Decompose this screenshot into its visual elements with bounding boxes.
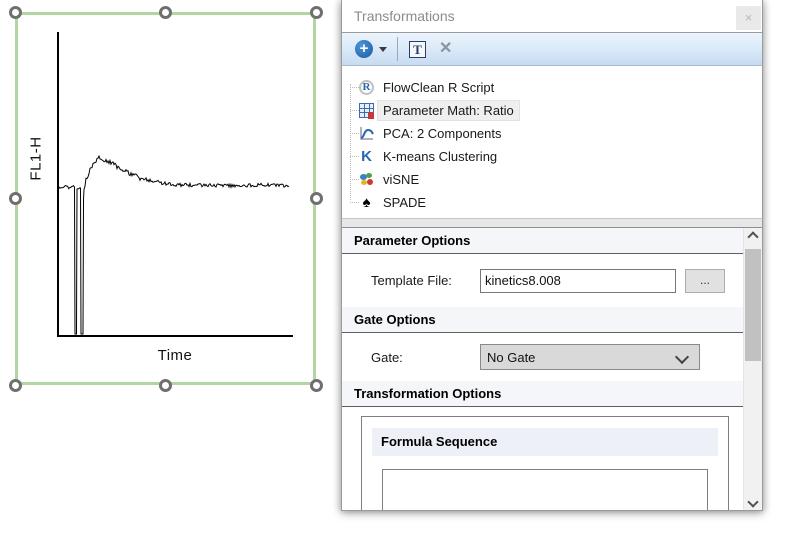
panel-titlebar[interactable]: Transformations ×: [342, 0, 762, 33]
kinetics-plot-object[interactable]: FL1-H Time: [0, 0, 340, 420]
plus-icon: +: [359, 40, 369, 57]
scroll-down-button[interactable]: [744, 493, 762, 510]
options-scrollbar[interactable]: [743, 228, 762, 510]
kinetics-plot-canvas: [57, 32, 293, 337]
list-item-label: Parameter Math: Ratio: [377, 100, 520, 121]
k-letter-icon: K: [361, 148, 372, 165]
chevron-down-icon: [674, 349, 690, 365]
close-button[interactable]: ×: [736, 6, 761, 30]
r-logo-icon: R: [359, 80, 374, 95]
add-dropdown-caret-icon[interactable]: [379, 46, 387, 52]
visne-cluster-icon: [359, 172, 374, 187]
chevron-up-icon: [747, 230, 759, 243]
list-item-spade[interactable]: ♠ SPADE: [342, 191, 762, 214]
formula-sequence-header: Formula Sequence: [372, 428, 718, 456]
y-axis-label: FL1-H: [27, 136, 45, 181]
list-item-label: SPADE: [383, 195, 427, 210]
list-item-visne[interactable]: viSNE: [342, 168, 762, 191]
text-icon: T: [413, 41, 422, 57]
panel-splitter[interactable]: [342, 218, 762, 228]
transformation-options-groupbox: Formula Sequence: [361, 416, 729, 510]
resize-handle-middle-right[interactable]: [310, 192, 323, 205]
parameter-math-grid-icon: [359, 103, 374, 119]
list-item-pca[interactable]: PCA: 2 Components: [342, 122, 762, 145]
toolbar-separator: [397, 37, 398, 61]
gate-row: Gate: No Gate: [342, 333, 743, 381]
section-header-transformation-options: Transformation Options: [342, 381, 743, 407]
browse-button[interactable]: ...: [685, 268, 725, 293]
section-header-parameter-options: Parameter Options: [342, 228, 743, 254]
options-content: Parameter Options Template File: ... Gat…: [342, 228, 743, 510]
rename-transformation-button[interactable]: T: [409, 40, 426, 58]
delete-x-icon: ✕: [439, 40, 453, 57]
spade-icon: ♠: [362, 194, 371, 211]
gate-label: Gate:: [371, 349, 403, 365]
resize-handle-top-middle[interactable]: [159, 6, 172, 19]
options-area: Parameter Options Template File: ... Gat…: [342, 228, 762, 510]
resize-handle-bottom-middle[interactable]: [159, 379, 172, 392]
template-file-label: Template File:: [371, 273, 452, 288]
template-file-input[interactable]: [480, 268, 676, 293]
list-item-kmeans[interactable]: K K-means Clustering: [342, 145, 762, 168]
list-item-label: PCA: 2 Components: [383, 126, 502, 141]
pca-curve-icon: [359, 126, 374, 141]
tree-connector-line: [350, 84, 351, 200]
list-item-label: FlowClean R Script: [383, 80, 495, 95]
transformations-panel: Transformations × + T ✕ R FlowClean R Sc…: [341, 0, 763, 511]
list-item-label: K-means Clustering: [383, 149, 498, 164]
resize-handle-top-right[interactable]: [310, 6, 323, 19]
scroll-up-button[interactable]: [744, 228, 762, 245]
template-file-row: Template File: ...: [342, 254, 743, 307]
resize-handle-bottom-left[interactable]: [9, 379, 22, 392]
ellipsis-icon: ...: [699, 272, 710, 287]
list-item-flowclean[interactable]: R FlowClean R Script: [342, 76, 762, 99]
delete-transformation-button[interactable]: ✕: [439, 41, 452, 57]
gate-dropdown-value: No Gate: [487, 349, 536, 365]
section-header-gate-options: Gate Options: [342, 307, 743, 333]
list-item-parameter-math[interactable]: Parameter Math: Ratio: [342, 99, 762, 122]
add-transformation-button[interactable]: +: [355, 40, 373, 58]
panel-toolbar: + T ✕: [342, 33, 762, 66]
resize-handle-top-left[interactable]: [9, 6, 22, 19]
close-icon: ×: [744, 10, 753, 25]
resize-handle-middle-left[interactable]: [9, 192, 22, 205]
transformation-list: R FlowClean R Script Parameter Math: Rat…: [342, 66, 762, 218]
x-axis-label: Time: [157, 347, 193, 364]
formula-sequence-list[interactable]: [382, 469, 708, 510]
panel-title: Transformations: [354, 8, 455, 24]
chevron-down-icon: [747, 495, 759, 508]
resize-handle-bottom-right[interactable]: [310, 379, 323, 392]
gate-dropdown[interactable]: No Gate: [480, 344, 700, 370]
list-item-label: viSNE: [383, 172, 420, 187]
scrollbar-thumb[interactable]: [745, 249, 761, 361]
kinetics-trace: [57, 154, 290, 335]
